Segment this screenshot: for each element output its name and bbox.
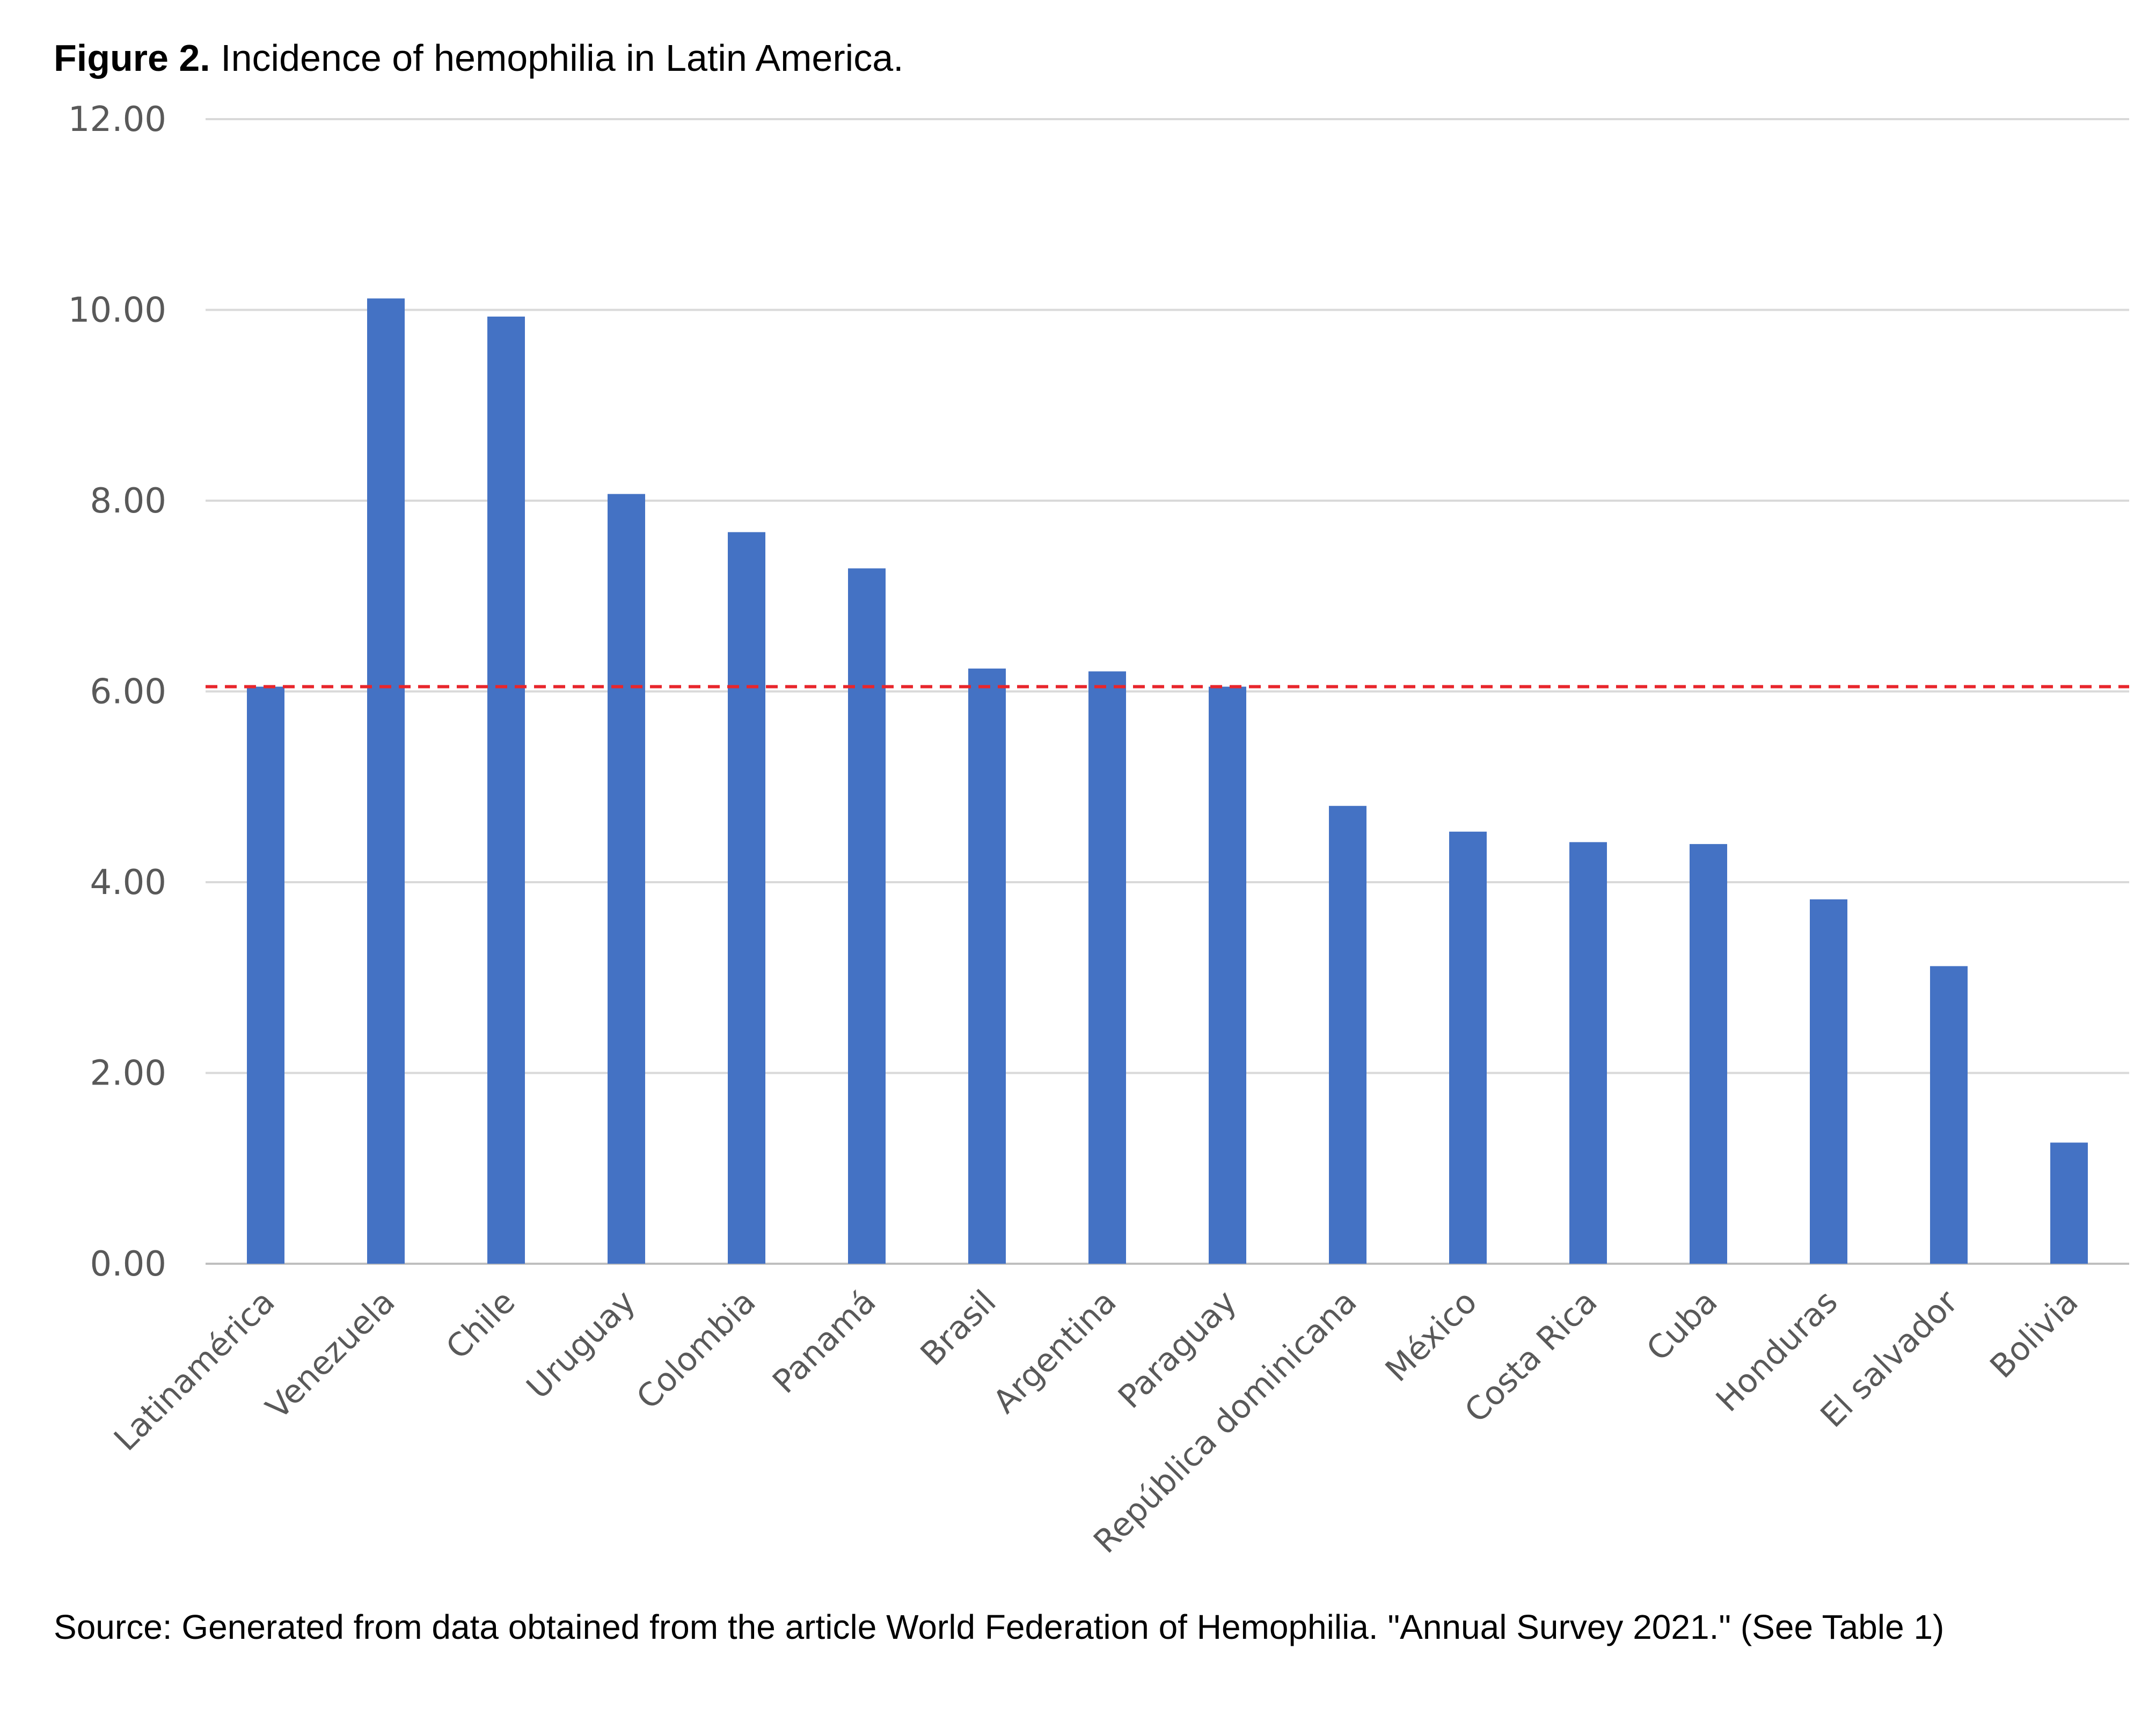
figure-label: Figure 2. [54, 37, 210, 79]
x-tick-label-10: México [1378, 1283, 1485, 1389]
y-tick-label-6: 12.00 [68, 100, 166, 140]
bar-5 [848, 568, 886, 1264]
bar-10 [1449, 831, 1487, 1264]
y-tick-label-4: 8.00 [90, 481, 167, 521]
figure-source: Source: Generated from data obtained fro… [54, 1608, 1945, 1646]
x-tick-label-5: Panamá [765, 1283, 883, 1401]
y-tick-label-5: 10.00 [68, 291, 166, 331]
y-tick-label-3: 6.00 [90, 672, 167, 712]
x-tick-label-1: Venezuela [259, 1283, 402, 1426]
bar-9 [1329, 805, 1366, 1264]
figure-caption: Incidence of hemophilia in Latin America… [210, 37, 904, 79]
bars [247, 298, 2088, 1264]
y-tick-label-0: 0.00 [90, 1244, 167, 1284]
x-tick-label-12: Cuba [1640, 1283, 1725, 1368]
bar-4 [728, 532, 765, 1264]
figure-title: Figure 2. Incidence of hemophilia in Lat… [54, 36, 904, 79]
gridlines [206, 118, 2129, 1265]
bar-7 [1088, 671, 1126, 1264]
bar-8 [1209, 686, 1246, 1264]
bar-15 [2050, 1142, 2088, 1264]
x-tick-label-3: Uruguay [520, 1283, 643, 1406]
x-tick-label-2: Chile [439, 1283, 523, 1367]
bar-6 [968, 668, 1006, 1264]
bar-12 [1690, 844, 1727, 1264]
x-tick-label-15: Bolivia [1983, 1283, 2086, 1386]
x-tick-label-6: Brasil [913, 1283, 1004, 1373]
bar-1 [367, 298, 405, 1264]
y-tick-label-2: 4.00 [90, 863, 167, 903]
bar-2 [487, 316, 525, 1264]
bar-14 [1930, 966, 1968, 1264]
bar-13 [1810, 899, 1847, 1264]
x-tick-label-0: Latinamérica [107, 1283, 282, 1458]
bar-3 [608, 494, 645, 1264]
bar-chart: 0.00 2.00 4.00 6.00 8.00 10.00 12.00 Latinamér… [68, 100, 2129, 1560]
bar-11 [1569, 842, 1607, 1264]
x-tick-label-7: Argentina [986, 1283, 1123, 1420]
bar-0 [247, 686, 284, 1264]
y-axis-ticks: 0.00 2.00 4.00 6.00 8.00 10.00 12.00 [68, 100, 166, 1284]
x-tick-label-4: Colombia [630, 1283, 763, 1417]
y-tick-label-1: 2.00 [90, 1054, 167, 1094]
